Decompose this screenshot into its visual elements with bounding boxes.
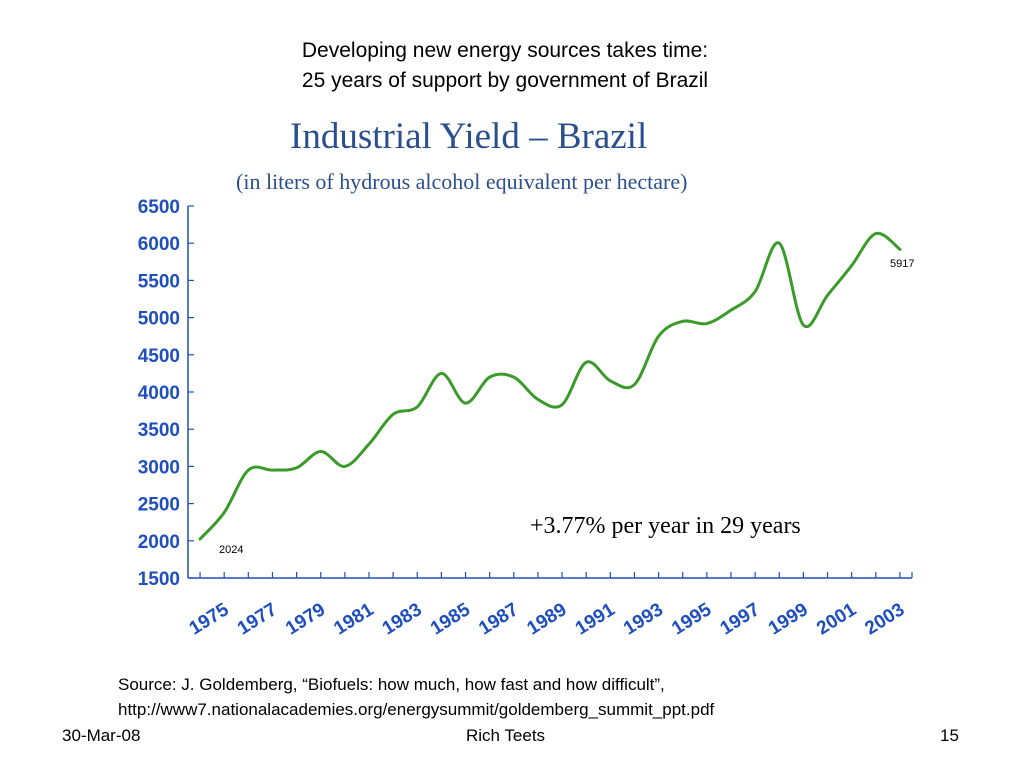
footer-page-number: 15: [940, 726, 959, 745]
x-axis-tick-labels: 1975 1977 1979 1981 1983 1985 1987 1989 1991 1993…: [186, 599, 909, 639]
heading-line-1: Developing new energy sources takes time…: [301, 39, 709, 62]
heading-line-2: 25 years of support by government of Bra…: [301, 69, 709, 92]
x-tick-label: 1987: [475, 599, 522, 639]
x-tick-label: 2003: [861, 599, 908, 639]
x-tick-label: 2001: [813, 599, 860, 639]
x-tick-label: 1985: [427, 599, 474, 639]
chart-title: Industrial Yield – Brazil: [290, 116, 647, 157]
y-tick-label: 6500: [138, 197, 180, 218]
source-url: http://www7.nationalacademies.org/energy…: [118, 700, 715, 719]
series-line-industrial-yield: [198, 231, 902, 541]
y-tick-label: 6000: [138, 234, 180, 255]
y-tick-label: 1500: [138, 569, 180, 590]
x-tick-label: 1977: [234, 599, 281, 639]
y-tick-label: 4000: [138, 383, 180, 404]
x-tick-label: 1991: [572, 599, 619, 639]
source-line-1: Source: J. Goldemberg, “Biofuels: how mu…: [118, 675, 665, 694]
x-tick-label: 1983: [379, 599, 426, 639]
footer-date: 30-Mar-08: [62, 726, 141, 745]
y-tick-label: 3000: [138, 457, 180, 478]
chart-axes: [187, 205, 913, 579]
y-tick-label: 5000: [138, 309, 180, 330]
x-tick-label: 1975: [186, 599, 233, 639]
x-tick-label: 1999: [765, 599, 812, 639]
yield-chart: Industrial Yield – Brazil (in liters of …: [138, 116, 915, 639]
x-tick-label: 1979: [282, 599, 329, 639]
y-tick-label: 4500: [138, 346, 180, 367]
x-tick-label: 1981: [330, 599, 377, 639]
y-axis-tick-labels: 1500 2000 2500 3000 3500 4000 4500 5000 5500 6000…: [138, 197, 180, 590]
y-tick-label: 2000: [138, 532, 180, 553]
x-tick-label: 1993: [620, 599, 667, 639]
y-tick-label: 3500: [138, 420, 180, 441]
x-tick-label: 1997: [717, 599, 764, 639]
footer-author: Rich Teets: [466, 726, 546, 745]
end-value-label: 5917: [890, 258, 914, 270]
growth-annotation: +3.77% per year in 29 years: [530, 513, 801, 539]
x-tick-label: 1989: [524, 599, 571, 639]
x-tick-label: 1995: [668, 599, 715, 639]
chart-subtitle: (in liters of hydrous alcohol equivalent…: [236, 169, 687, 194]
start-value-label: 2024: [219, 544, 243, 556]
source-citation: Source: J. Goldemberg, “Biofuels: how mu…: [118, 672, 714, 722]
y-tick-label: 2500: [138, 495, 180, 516]
y-tick-label: 5500: [138, 271, 180, 292]
slide-heading: Developing new energy sources takes time…: [0, 36, 1010, 96]
